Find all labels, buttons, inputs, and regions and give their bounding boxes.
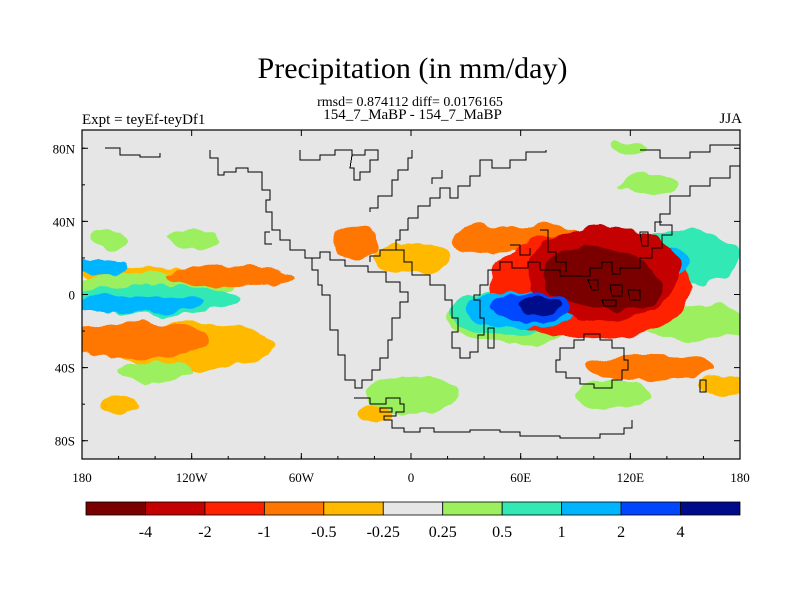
colorbar-swatch — [85, 501, 146, 516]
y-tick-label: 0 — [69, 288, 76, 303]
stats-line: rmsd= 0.874112 diff= 0.0176165 — [317, 95, 503, 110]
colorbar-label: -4 — [139, 524, 152, 541]
coastline-australia — [555, 333, 629, 389]
colorbar-swatch — [145, 501, 206, 516]
x-tick-label: 120W — [176, 470, 209, 485]
colorbar-label: -0.25 — [367, 524, 400, 541]
anomaly-region — [451, 225, 518, 255]
anomaly-region — [365, 376, 457, 414]
colorbar-swatch — [382, 501, 444, 516]
coastline-africa-west — [369, 229, 567, 272]
anomaly-region — [164, 230, 220, 249]
x-axis: 180 120W 60W 0 60E 120E 180 — [72, 130, 750, 485]
x-tick-label: 120E — [617, 470, 645, 485]
x-tick-label: 60E — [510, 470, 531, 485]
y-tick-label: 80S — [55, 434, 75, 449]
season-label: JJA — [719, 111, 742, 127]
experiment-label: Expt = teyEf-teyDf1 — [82, 112, 206, 128]
coastline-north-america — [105, 147, 353, 262]
colorbar-label: 0.25 — [429, 524, 457, 541]
anomaly-region — [517, 296, 561, 315]
colorbar-label: -1 — [258, 524, 271, 541]
colorbar-swatch — [561, 501, 622, 516]
coastline-eurasia-africa — [369, 144, 740, 359]
colorbar-swatch — [680, 501, 741, 516]
anomaly-region — [699, 374, 740, 397]
coastline-layer — [105, 144, 740, 439]
anomaly-region — [370, 243, 452, 273]
y-tick-label: 80N — [53, 141, 76, 156]
coastline-greenland — [349, 149, 379, 181]
colorbar-swatch — [620, 501, 681, 516]
anomaly-region — [91, 230, 128, 249]
anomaly-region — [590, 259, 664, 311]
y-axis: 80N 40N 0 40S 80S — [53, 141, 740, 449]
x-tick-label: 180 — [72, 470, 92, 485]
colorbar-swatch — [323, 501, 384, 516]
anomaly-region — [100, 395, 137, 414]
x-tick-label: 0 — [408, 470, 415, 485]
colorbar-label: -2 — [198, 524, 211, 541]
anomaly-region — [82, 257, 128, 277]
coastline-madagascar — [487, 327, 495, 349]
coastline-maritime-continent — [587, 221, 662, 307]
x-tick-label: 60W — [289, 470, 315, 485]
colorbar-label: 0.5 — [492, 524, 512, 541]
coastline-new-zealand — [699, 379, 707, 393]
colorbar-swatch — [263, 501, 325, 516]
y-tick-label: 40N — [53, 214, 76, 229]
colorbar-label: 2 — [617, 524, 625, 541]
anomaly-region — [82, 294, 201, 313]
colorbar: -4 -2 -1 -0.5 -0.25 0.25 0.5 1 2 4 — [85, 501, 741, 541]
colorbar-label: 4 — [677, 524, 685, 541]
chart-subtitle: 154_7_MaBP - 154_7_MaBP — [323, 107, 502, 123]
anomaly-region — [621, 173, 677, 196]
chart-title: Precipitation (in mm/day) — [257, 52, 568, 85]
coastline-south-america — [311, 251, 409, 389]
y-tick-label: 40S — [55, 361, 75, 376]
colorbar-label: -0.5 — [311, 524, 336, 541]
anomaly-region — [612, 142, 649, 154]
anomaly-region — [334, 228, 379, 258]
colorbar-swatch — [442, 501, 503, 516]
anomaly-region — [584, 354, 713, 381]
coastline-antarctica — [354, 397, 633, 439]
anomaly-region — [164, 265, 293, 288]
anomaly-region — [118, 362, 192, 381]
colorbar-label: 1 — [558, 524, 566, 541]
anomaly-region — [82, 321, 210, 359]
colorbar-swatch — [204, 501, 265, 516]
x-tick-label: 180 — [730, 470, 750, 485]
colorbar-swatch — [501, 501, 563, 516]
